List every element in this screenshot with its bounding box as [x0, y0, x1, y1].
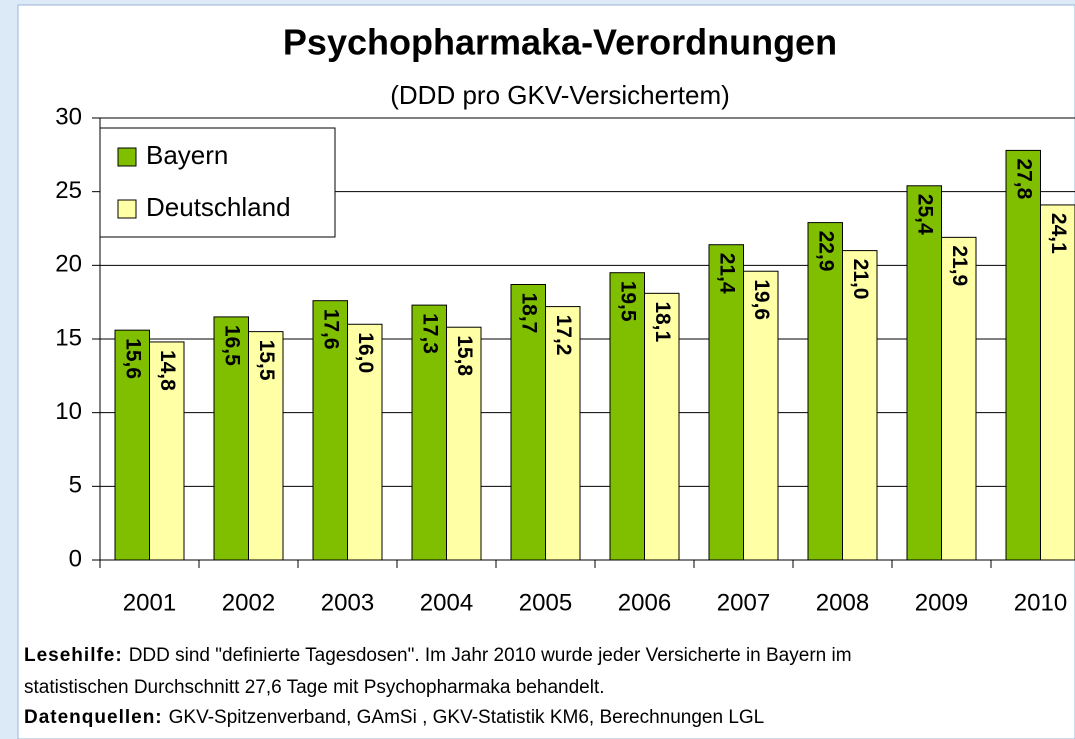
- x-tick-label: 2003: [321, 589, 374, 616]
- bar: [312, 300, 348, 561]
- bar: [906, 185, 942, 561]
- legend-box: [99, 127, 336, 238]
- note: Datenquellen: GKV-Spitzenverband, GAmSi ,…: [24, 707, 764, 728]
- bar: [708, 244, 744, 561]
- y-tick-label: 0: [69, 545, 82, 572]
- chart-title: Psychopharmaka-Verordnungen: [283, 22, 837, 63]
- bar: [1005, 149, 1041, 561]
- bar: [411, 304, 447, 561]
- data-label: 16,5: [221, 325, 244, 366]
- bar: [1040, 204, 1075, 561]
- note-text: DDD sind "definierte Tagesdosen". Im Jah…: [129, 645, 852, 666]
- bar: [743, 270, 779, 561]
- note: Lesehilfe: DDD sind "definierte Tagesdose…: [24, 645, 852, 666]
- bar: [644, 292, 680, 561]
- legend-swatch: [117, 199, 137, 219]
- data-label: 15,6: [122, 338, 145, 379]
- data-label: 18,1: [651, 301, 674, 342]
- data-label: 15,8: [453, 335, 476, 376]
- y-tick-label: 25: [55, 177, 82, 204]
- x-tick-label: 2004: [420, 589, 473, 616]
- x-tick-label: 2005: [519, 589, 572, 616]
- bar: [248, 331, 284, 561]
- data-label: 17,3: [419, 313, 442, 354]
- data-label: 14,8: [156, 350, 179, 391]
- bar: [807, 222, 843, 561]
- bar: [347, 323, 383, 561]
- data-label: 19,5: [617, 281, 640, 322]
- x-tick-label: 2006: [618, 589, 671, 616]
- y-tick-label: 20: [55, 251, 82, 278]
- note-text: GKV-Spitzenverband, GAmSi , GKV-Statisti…: [169, 707, 765, 728]
- data-label: 21,0: [849, 259, 872, 300]
- y-tick-label: 5: [69, 472, 82, 499]
- x-tick-label: 2009: [915, 589, 968, 616]
- x-tick-label: 2008: [816, 589, 869, 616]
- bar: [941, 236, 977, 561]
- data-label: 15,5: [255, 340, 278, 381]
- note-text: statistischen Durchschnitt 27,6 Tage mit…: [24, 677, 605, 698]
- y-tick-label: 10: [55, 398, 82, 425]
- bar: [510, 283, 546, 561]
- bar: [609, 272, 645, 561]
- note-label: Datenquellen:: [24, 707, 163, 728]
- legend-label: Deutschland: [146, 192, 291, 222]
- bar: [149, 341, 185, 561]
- x-tick-label: 2002: [222, 589, 275, 616]
- x-tick-label: 2010: [1014, 589, 1067, 616]
- y-tick-label: 15: [55, 324, 82, 351]
- data-label: 22,9: [815, 231, 838, 272]
- data-label: 19,6: [750, 279, 773, 320]
- note-label: Lesehilfe:: [24, 645, 123, 666]
- data-label: 17,6: [320, 309, 343, 350]
- data-label: 21,9: [948, 245, 971, 286]
- data-label: 16,0: [354, 332, 377, 373]
- data-label: 27,8: [1013, 158, 1036, 199]
- chart-subtitle: (DDD pro GKV-Versichertem): [390, 80, 730, 110]
- data-label: 21,4: [716, 253, 739, 294]
- legend-swatch: [117, 147, 137, 167]
- x-tick-label: 2001: [123, 589, 176, 616]
- data-label: 18,7: [518, 292, 541, 333]
- data-label: 17,2: [552, 315, 575, 356]
- bar: [213, 316, 249, 561]
- data-label: 25,4: [914, 194, 937, 235]
- legend-label: Bayern: [146, 140, 228, 170]
- x-tick-label: 2007: [717, 589, 770, 616]
- data-label: 24,1: [1047, 213, 1070, 254]
- y-tick-label: 30: [55, 103, 82, 130]
- bar: [842, 250, 878, 561]
- bar: [545, 306, 581, 561]
